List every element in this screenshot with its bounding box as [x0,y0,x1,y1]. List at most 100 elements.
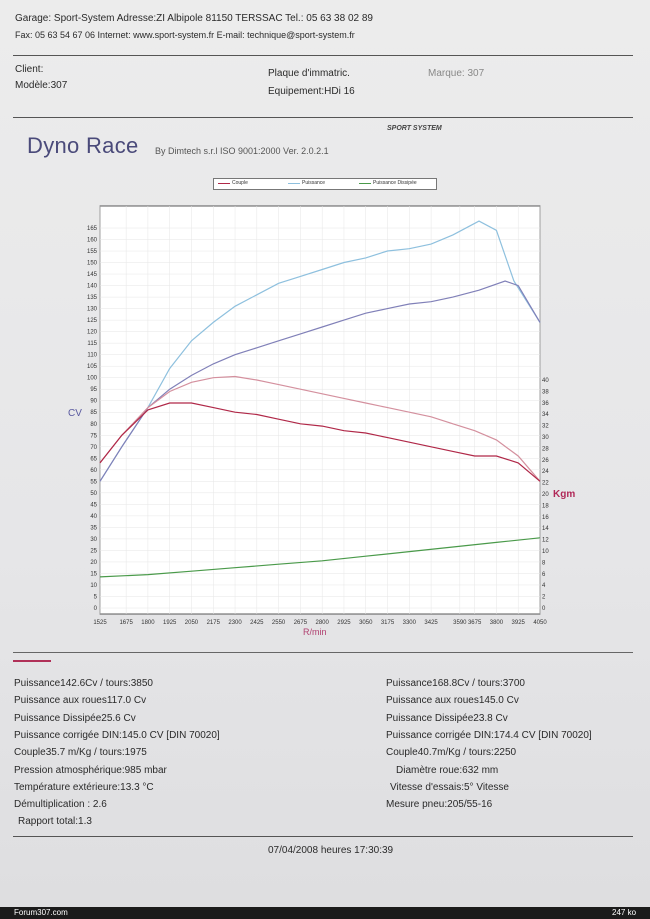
x-tick-label: 3300 [403,620,417,626]
result-line: Puissance corrigée DIN:174.4 CV [DIN 700… [386,729,592,741]
legend-swatch-dissipee [359,183,371,184]
y-left-tick-label: 20 [90,560,97,566]
result-line: Diamètre roue:632 mm [396,764,499,776]
file-size: 247 ko [612,908,637,917]
y-left-tick-label: 140 [87,284,98,290]
x-tick-label: 3675 [468,620,482,626]
y-right-tick-label: 26 [542,458,549,464]
x-tick-label: 3800 [490,620,504,626]
y-left-axis-label: CV [68,408,82,419]
x-tick-label: 3425 [424,620,438,626]
y-left-tick-label: 75 [90,433,97,439]
y-left-tick-label: 100 [87,376,98,382]
series-lines [99,220,541,578]
y-left-tick-label: 30 [90,537,97,543]
y-left-ticks: 0 5 10 15 20 25 30 35 40 45 50 55 60 65 70 75 80 85 90 95 10… [87,226,98,612]
y-left-tick-label: 135 [87,295,98,301]
y-right-tick-label: 12 [542,538,549,544]
y-right-tick-label: 22 [542,481,549,487]
client-label: Client: [15,64,44,75]
y-left-tick-label: 145 [87,272,98,278]
y-right-tick-label: 10 [542,549,549,555]
result-line: Puissance Dissipée25.6 Cv [14,712,136,724]
x-tick-label: 3050 [359,620,373,626]
series-line [99,280,541,482]
x-tick-label: 1800 [141,620,155,626]
y-left-tick-label: 125 [87,318,98,324]
divider [13,117,633,118]
y-left-tick-label: 85 [90,410,97,416]
y-left-tick-label: 150 [87,261,98,267]
y-left-tick-label: 35 [90,525,97,531]
y-left-tick-label: 120 [87,330,98,336]
header-line-1: Garage: Sport-System Adresse:ZI Albipole… [15,13,373,24]
result-line: Rapport total:1.3 [18,816,92,828]
y-right-tick-label: 18 [542,503,549,509]
grid [99,206,541,614]
x-tick-label: 2425 [250,620,264,626]
result-line: Couple35.7 m/Kg / tours:1975 [14,747,147,759]
y-right-tick-label: 20 [542,492,549,498]
site-name: Forum307.com [14,908,68,917]
result-line: Puissance aux roues117.0 Cv [14,695,147,707]
chart-legend: Couple Puissance Puissance Dissipée [213,178,437,190]
y-left-tick-label: 10 [90,583,97,589]
dyno-chart: 0510152025303540455055606570758085909510… [68,205,575,637]
series-line [99,537,541,578]
footer-bar: Forum307.com 247 ko [0,907,650,919]
result-line: Puissance142.6Cv / tours:3850 [14,678,153,689]
result-line: Couple40.7m/Kg / tours:2250 [386,747,517,759]
result-line: Puissance Dissipée23.8 Cv [386,712,508,724]
y-left-tick-label: 110 [87,353,97,359]
legend-item-dissipee: Puissance Dissipée [373,180,417,186]
y-left-tick-label: 165 [87,226,98,232]
result-line: Vitesse d'essais:5° Vitesse [390,781,509,793]
y-right-tick-label: 8 [542,560,546,566]
y-right-tick-label: 4 [542,583,546,589]
plaque-label: Plaque d'immatric. [268,68,350,79]
y-left-tick-label: 105 [87,364,98,370]
y-left-tick-label: 5 [94,594,98,600]
result-line: Pression atmosphérique:985 mbar [14,764,167,776]
marque-label: Marque: 307 [428,68,485,79]
y-right-tick-label: 24 [542,469,549,475]
result-line: Mesure pneu:205/55-16 [386,799,493,811]
x-tick-label: 1925 [163,620,177,626]
y-left-tick-label: 95 [90,387,97,393]
equipement-label: Equipement:HDi 16 [268,86,355,97]
series-line [99,220,541,482]
divider [13,55,633,56]
y-left-tick-label: 40 [90,514,97,520]
x-tick-label: 2675 [294,620,308,626]
y-left-tick-label: 90 [90,399,97,405]
x-tick-label: 3925 [512,620,526,626]
result-line: Démultiplication : 2.6 [14,799,107,811]
y-right-axis-label: Kgm [553,489,575,500]
x-tick-label: 2050 [185,620,199,626]
y-left-tick-label: 15 [90,571,97,577]
y-right-tick-label: 0 [542,606,546,612]
red-marker [13,660,51,662]
y-left-tick-label: 55 [90,479,97,485]
result-line: Température extérieure:13.3 °C [14,781,154,793]
legend-item-couple: Couple [232,180,248,186]
x-tick-label: 2175 [207,620,221,626]
result-line: Puissance corrigée DIN:145.0 CV [DIN 700… [14,729,220,741]
x-ticks: 1525 1675 1800 1925 2050 2175 2300 2425 2550 2675… [93,620,547,626]
brand-logo: SPORT SYSTEM [387,125,442,132]
y-right-tick-label: 30 [542,435,549,441]
x-tick-label: 1525 [93,620,107,626]
x-tick-label: 3590 [453,620,467,626]
header-line-2: Fax: 05 63 54 67 06 Internet: www.sport-… [15,30,355,40]
y-right-tick-label: 40 [542,378,549,384]
x-axis-label: R/min [303,627,327,637]
legend-swatch-couple [218,183,230,184]
y-left-tick-label: 0 [94,606,98,612]
y-left-tick-label: 130 [87,307,98,313]
series-line [99,375,541,482]
result-line: Puissance168.8Cv / tours:3700 [386,678,525,689]
y-left-tick-label: 160 [87,238,98,244]
divider [13,652,633,653]
y-right-tick-label: 2 [542,595,546,601]
app-title: Dyno Race [27,133,139,158]
